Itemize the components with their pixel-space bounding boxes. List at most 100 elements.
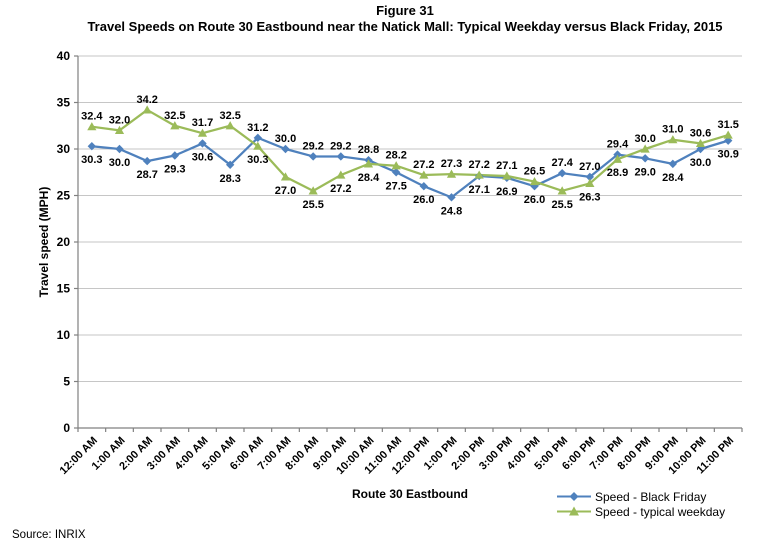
triangle-marker-icon <box>640 144 650 153</box>
y-tick-label: 40 <box>57 49 71 63</box>
data-label-typical-weekday: 25.5 <box>302 199 323 211</box>
data-label-typical-weekday: 25.5 <box>551 199 572 211</box>
data-label-typical-weekday: 31.5 <box>717 119 738 131</box>
y-tick-label: 10 <box>57 328 71 342</box>
triangle-marker-icon <box>280 172 291 181</box>
legend: Speed - Black Friday Speed - typical wee… <box>556 489 725 519</box>
data-label-black-friday: 24.8 <box>441 205 462 217</box>
triangle-marker-icon <box>502 171 512 180</box>
diamond-marker-icon <box>142 156 152 166</box>
triangle-marker-icon <box>695 138 706 148</box>
legend-label-black-friday: Speed - Black Friday <box>595 489 707 504</box>
triangle-marker-icon <box>391 161 401 170</box>
diamond-marker-icon <box>308 152 318 161</box>
data-label-black-friday: 28.7 <box>136 169 157 181</box>
y-tick-label: 25 <box>57 189 71 203</box>
chart-title-block: Figure 31 Travel Speeds on Route 30 East… <box>40 3 768 35</box>
data-label-typical-weekday: 31.7 <box>192 117 213 129</box>
triangle-marker-icon <box>253 141 263 150</box>
figure-number: Figure 31 <box>376 3 434 18</box>
data-label-black-friday: 29.3 <box>164 164 185 176</box>
y-tick-label: 15 <box>57 282 71 296</box>
data-label-black-friday: 27.0 <box>579 161 600 173</box>
data-label-typical-weekday: 30.3 <box>247 154 268 166</box>
triangle-marker-icon <box>446 169 457 178</box>
diamond-marker-icon <box>640 154 650 163</box>
x-axis-title: Route 30 Eastbound <box>351 487 468 501</box>
diamond-marker-icon <box>336 152 346 161</box>
triangle-marker-icon <box>612 154 623 163</box>
data-label-typical-weekday: 30.0 <box>634 133 655 145</box>
triangle-marker-icon <box>87 122 97 131</box>
data-label-typical-weekday: 27.2 <box>468 159 489 171</box>
diamond-marker-icon <box>115 144 124 154</box>
diamond-marker-icon <box>613 150 622 159</box>
data-label-typical-weekday: 28.9 <box>607 167 628 179</box>
legend-swatch-typical-weekday <box>557 506 591 516</box>
y-tick-label: 5 <box>63 375 70 389</box>
data-label-black-friday: 30.0 <box>275 133 296 145</box>
series-line-typical-weekday <box>91 108 729 192</box>
data-label-typical-weekday: 27.0 <box>275 185 296 197</box>
triangle-marker-icon <box>569 506 579 516</box>
triangle-marker-icon <box>363 159 374 168</box>
data-label-black-friday: 29.2 <box>330 140 351 152</box>
triangle-marker-icon <box>529 176 540 186</box>
y-tick-label: 20 <box>57 235 71 249</box>
triangle-marker-icon <box>142 105 152 114</box>
triangle-marker-icon <box>114 125 125 134</box>
data-label-typical-weekday: 31.0 <box>662 124 683 136</box>
data-label-black-friday: 26.0 <box>413 194 434 206</box>
data-label-typical-weekday: 32.5 <box>219 110 240 122</box>
y-tick-label: 0 <box>63 421 70 435</box>
data-label-black-friday: 30.6 <box>192 151 213 163</box>
data-label-black-friday: 29.2 <box>302 140 323 152</box>
triangle-marker-icon <box>197 128 208 137</box>
data-label-black-friday: 31.2 <box>247 122 268 134</box>
diamond-marker-icon <box>87 142 97 151</box>
source-note: Source: INRIX <box>12 529 86 541</box>
diamond-marker-icon <box>569 492 579 501</box>
data-label-typical-weekday: 28.4 <box>358 172 380 184</box>
data-label-black-friday: 28.8 <box>358 144 379 156</box>
data-label-typical-weekday: 27.2 <box>330 183 351 195</box>
data-label-typical-weekday: 27.1 <box>496 160 517 172</box>
legend-item-black-friday: Speed - Black Friday <box>556 489 725 504</box>
triangle-marker-icon <box>170 121 180 130</box>
data-label-black-friday: 27.1 <box>468 184 489 196</box>
data-label-black-friday: 27.5 <box>385 180 406 192</box>
legend-item-typical-weekday: Speed - typical weekday <box>556 504 725 519</box>
data-label-typical-weekday: 32.4 <box>81 111 103 123</box>
diamond-marker-icon <box>198 139 207 148</box>
x-tick-label: 12:00 AM <box>58 435 100 477</box>
data-label-typical-weekday: 32.5 <box>164 110 185 122</box>
triangle-marker-icon <box>557 186 567 195</box>
legend-swatch-black-friday <box>557 492 591 501</box>
diamond-marker-icon <box>419 182 429 191</box>
data-label-typical-weekday: 34.2 <box>136 94 157 106</box>
data-label-typical-weekday: 27.3 <box>441 158 462 170</box>
diamond-marker-icon <box>557 168 567 178</box>
data-label-black-friday: 30.0 <box>690 157 711 169</box>
data-label-black-friday: 29.4 <box>607 139 629 151</box>
y-tick-label: 35 <box>57 96 71 110</box>
data-label-black-friday: 29.0 <box>634 166 655 178</box>
data-label-black-friday: 28.3 <box>219 173 240 185</box>
triangle-marker-icon <box>336 170 346 179</box>
data-label-black-friday: 26.9 <box>496 186 517 198</box>
series-line-black-friday <box>91 136 729 199</box>
diamond-marker-icon <box>668 159 678 169</box>
triangle-marker-icon <box>225 121 235 130</box>
data-label-black-friday: 27.4 <box>551 157 573 169</box>
data-label-typical-weekday: 26.3 <box>579 191 600 203</box>
triangle-marker-icon <box>585 178 595 188</box>
data-label-typical-weekday: 26.5 <box>524 166 545 178</box>
data-label-black-friday: 30.9 <box>717 149 738 161</box>
y-tick-label: 30 <box>57 142 71 156</box>
y-axis-title: Travel speed (MPH) <box>37 186 51 298</box>
legend-label-typical-weekday: Speed - typical weekday <box>595 504 726 519</box>
diamond-marker-icon <box>253 133 263 143</box>
data-label-typical-weekday: 32.0 <box>109 114 130 126</box>
